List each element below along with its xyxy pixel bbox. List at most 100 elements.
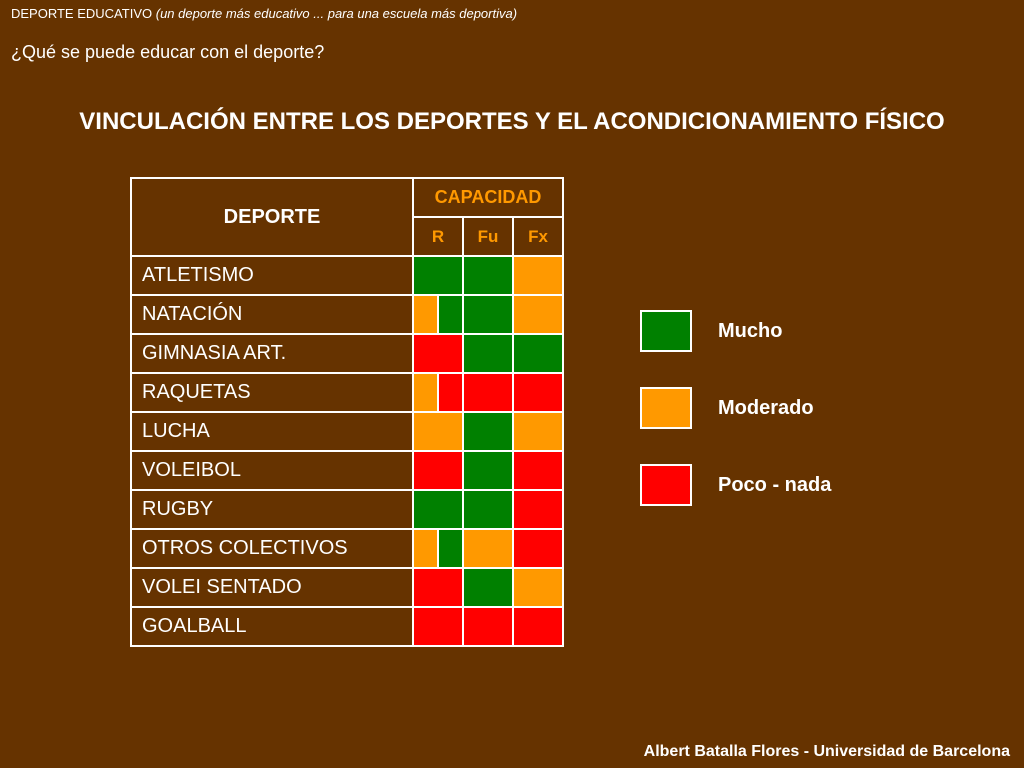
level-moderado [514,413,562,450]
level-mucho [464,491,512,528]
level-poco [414,452,462,489]
level-moderado [414,374,437,411]
header-line: DEPORTE EDUCATIVO (un deporte más educat… [11,6,517,21]
level-poco [437,374,462,411]
table-row: RUGBY [130,489,564,530]
capacity-cell-fu [462,567,514,608]
table-row: LUCHA [130,411,564,452]
footer-credit: Albert Batalla Flores - Universidad de B… [643,743,1010,760]
capacity-cell-fx [512,450,564,491]
capacity-cell-fx [512,567,564,608]
capacity-cell-r [412,489,464,530]
table-row: GOALBALL [130,606,564,647]
capacity-cell-fx [512,411,564,452]
level-moderado [464,530,512,567]
level-mucho [437,296,462,333]
level-poco [514,491,562,528]
capacity-cell-fx [512,255,564,296]
capacity-cell-fu [462,255,514,296]
level-poco [464,374,512,411]
table-row: OTROS COLECTIVOS [130,528,564,569]
subheader-r: R [412,216,464,257]
level-poco [514,374,562,411]
table-header-row: DEPORTE CAPACIDAD [130,177,564,257]
capacity-cell-fx [512,333,564,374]
question-heading: ¿Qué se puede educar con el deporte? [11,42,325,62]
legend-swatch [640,310,692,352]
page-title: VINCULACIÓN ENTRE LOS DEPORTES Y EL ACON… [79,108,945,135]
header-brand: DEPORTE EDUCATIVO [11,6,153,21]
capacity-cell-r [412,528,464,569]
level-moderado [514,569,562,606]
capacity-cell-r [412,372,464,413]
sport-name: GIMNASIA ART. [130,333,414,374]
header-tagline: (un deporte más educativo ... para una e… [155,6,518,21]
level-mucho [464,257,512,294]
subheader-fu: Fu [462,216,514,257]
level-poco [414,608,462,645]
capacity-cell-r [412,567,464,608]
sports-capacity-table: DEPORTE CAPACIDAD R Fu Fx ATLETISMO NATAC… [130,177,564,647]
level-moderado [514,257,562,294]
level-mucho [464,452,512,489]
level-moderado [414,530,437,567]
legend-label: Poco - nada [718,473,832,496]
legend-label: Mucho [718,319,783,342]
capacity-cell-fu [462,450,514,491]
capacity-cell-fu [462,606,514,647]
capacity-cell-fx [512,294,564,335]
level-poco [414,569,462,606]
capacity-cell-fx [512,489,564,530]
capacity-cell-r [412,606,464,647]
capacity-cell-r [412,450,464,491]
sport-name: VOLEIBOL [130,450,414,491]
level-poco [514,608,562,645]
sport-name: ATLETISMO [130,255,414,296]
capacity-cell-fu [462,528,514,569]
table-subheader-row: R Fu Fx [131,216,564,257]
level-poco [514,452,562,489]
capacity-cell-r [412,333,464,374]
level-poco [514,530,562,567]
table-row: VOLEI SENTADO [130,567,564,608]
level-poco [414,335,462,372]
level-mucho [414,491,462,528]
level-mucho [464,335,512,372]
sport-name: OTROS COLECTIVOS [130,528,414,569]
capacity-cell-fu [462,411,514,452]
capacity-cell-r [412,255,464,296]
subheader-fx: Fx [512,216,564,257]
column-header-deporte: DEPORTE [130,177,414,257]
level-mucho [437,530,462,567]
legend-swatch [640,387,692,429]
legend-item-moderado: Moderado [640,387,814,429]
level-mucho [464,413,512,450]
legend-item-poco: Poco - nada [640,464,831,506]
table-row: GIMNASIA ART. [130,333,564,374]
legend-item-mucho: Mucho [640,310,782,352]
level-moderado [414,413,462,450]
table-row: VOLEIBOL [130,450,564,491]
level-mucho [414,257,462,294]
capacity-cell-fx [512,606,564,647]
capacity-cell-r [412,294,464,335]
sport-name: RUGBY [130,489,414,530]
sport-name: LUCHA [130,411,414,452]
capacity-cell-fu [462,294,514,335]
legend-swatch [640,464,692,506]
table-row: ATLETISMO [130,255,564,296]
column-header-capacidad: CAPACIDAD [412,177,564,218]
legend-label: Moderado [718,396,814,419]
level-mucho [464,569,512,606]
level-moderado [414,296,437,333]
capacity-cell-fx [512,372,564,413]
level-poco [464,608,512,645]
sport-name: NATACIÓN [130,294,414,335]
sport-name: VOLEI SENTADO [130,567,414,608]
capacity-cell-fx [512,528,564,569]
table-row: RAQUETAS [130,372,564,413]
sport-name: GOALBALL [130,606,414,647]
table-row: NATACIÓN [130,294,564,335]
sport-name: RAQUETAS [130,372,414,413]
level-moderado [514,296,562,333]
